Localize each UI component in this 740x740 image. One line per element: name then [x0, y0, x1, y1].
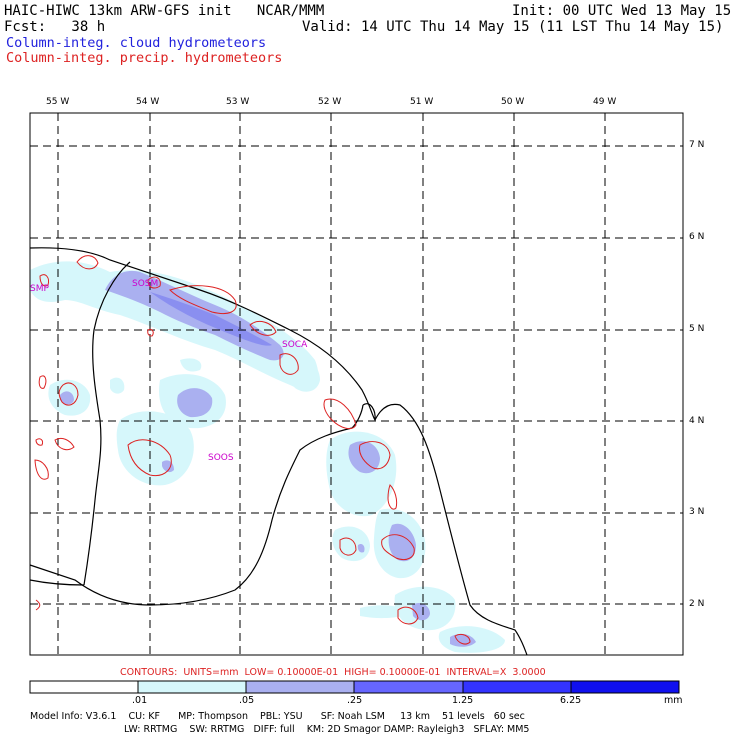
contour-info: CONTOURS: UNITS=mm LOW= 0.10000E-01 HIGH… — [120, 667, 546, 678]
station-label: SOCA — [282, 340, 308, 350]
lat-label: 4 N — [689, 416, 705, 426]
lon-label: 50 W — [501, 97, 525, 107]
precip-contours — [34, 255, 471, 645]
colorbar-units: mm — [664, 695, 683, 706]
plot-frame — [29, 112, 684, 656]
legend-cloud-hydrometeors: Column-integ. cloud hydrometeors — [6, 35, 267, 51]
lat-label: 3 N — [689, 507, 705, 517]
cloud-shading-dark — [150, 292, 272, 346]
forecast-hour: Fcst: 38 h — [4, 19, 106, 35]
model-info-line2: LW: RRTMG SW: RRTMG DIFF: full KM: 2D Sm… — [124, 724, 530, 735]
init-time: Init: 00 UTC Wed 13 May 15 — [512, 3, 732, 19]
colorbar — [29, 680, 680, 694]
lon-label: 55 W — [46, 97, 70, 107]
station-label: SMP — [30, 284, 49, 294]
colorbar-tick: .25 — [347, 695, 363, 706]
lon-label: 52 W — [318, 97, 342, 107]
coastline-borders — [29, 247, 528, 656]
station-label: SOOS — [208, 453, 234, 463]
lon-label: 49 W — [593, 97, 617, 107]
lon-label: 53 W — [226, 97, 250, 107]
colorbar-tick: 6.25 — [560, 695, 582, 706]
lon-label: 51 W — [410, 97, 434, 107]
station-label: SOSM — [132, 279, 159, 289]
colorbar-tick: .01 — [132, 695, 148, 706]
legend-precip-hydrometeors: Column-integ. precip. hydrometeors — [6, 50, 283, 66]
model-info-line1: Model Info: V3.6.1 CU: KF MP: Thompson P… — [30, 711, 525, 722]
lat-label: 5 N — [689, 324, 705, 334]
lon-label: 54 W — [136, 97, 160, 107]
lat-lon-grid — [30, 113, 683, 655]
model-title: HAIC-HIWC 13km ARW-GFS init NCAR/MMM — [4, 3, 325, 19]
cloud-shading-light — [30, 261, 505, 653]
lat-label: 2 N — [689, 599, 705, 609]
valid-time: Valid: 14 UTC Thu 14 May 15 (11 LST Thu … — [302, 19, 724, 35]
lat-label: 6 N — [689, 232, 705, 242]
colorbar-tick: 1.25 — [452, 695, 474, 706]
colorbar-tick: .05 — [239, 695, 255, 706]
lat-label: 7 N — [689, 140, 705, 150]
